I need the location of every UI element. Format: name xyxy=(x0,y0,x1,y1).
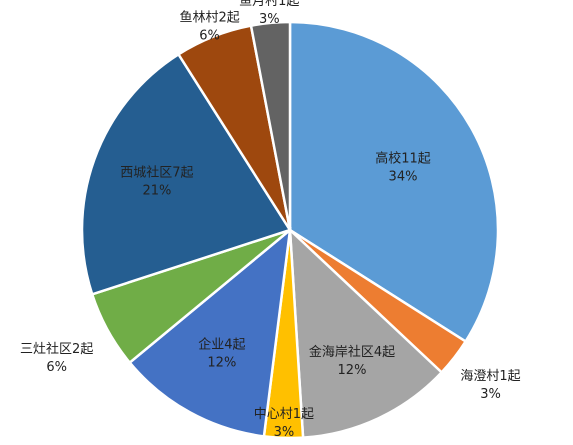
pie-slice xyxy=(249,20,292,231)
pie-slice xyxy=(127,227,292,438)
slice-value: 3% xyxy=(259,12,280,27)
slice-value: 34% xyxy=(389,169,418,184)
slice-label: 鱼月村1起 xyxy=(239,0,299,9)
pie-slice xyxy=(288,226,444,439)
slice-label: 金海岸社区4起 xyxy=(309,344,395,360)
slice-label: 西城社区7起 xyxy=(120,165,193,181)
slice-label: 海澄村1起 xyxy=(460,369,520,384)
pie-slice xyxy=(80,52,292,296)
slice-label: 三灶社区2起 xyxy=(20,341,93,357)
slice-value: 21% xyxy=(142,184,171,199)
slice-value: 6% xyxy=(199,28,220,43)
slice-value: 12% xyxy=(207,355,236,370)
slice-value: 12% xyxy=(338,363,367,378)
slice-value: 3% xyxy=(274,425,295,440)
slice-value: 3% xyxy=(480,387,501,402)
slice-value: 6% xyxy=(46,360,67,375)
slice-label: 中心村1起 xyxy=(254,407,314,422)
slice-label: 企业4起 xyxy=(198,336,245,352)
slice-label: 高校11起 xyxy=(375,150,431,166)
slice-label: 鱼林村2起 xyxy=(179,9,239,25)
